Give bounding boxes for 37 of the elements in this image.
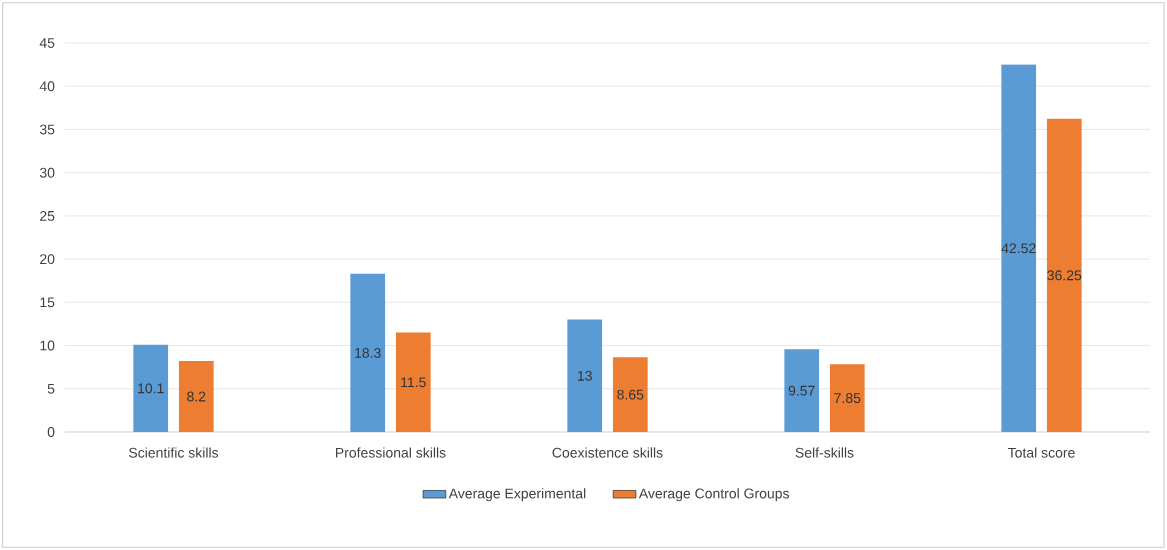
y-tick-label: 5: [47, 383, 55, 394]
data-label: 18.3: [355, 347, 381, 358]
bar: [784, 349, 820, 432]
x-tick-label: Professional skills: [336, 447, 446, 458]
bar: [567, 319, 603, 432]
data-label: 10.1: [138, 383, 164, 394]
x-tick-label: Total score: [1007, 447, 1075, 458]
bar: [133, 344, 169, 432]
y-tick-label: 40: [39, 81, 55, 92]
data-label: 36.25: [1047, 270, 1082, 281]
bar: [612, 357, 648, 432]
data-label: 9.57: [788, 385, 815, 396]
data-label: 11.5: [401, 377, 426, 388]
y-tick-label: 25: [40, 210, 55, 221]
bar: [1001, 64, 1037, 432]
y-tick-label: 10: [40, 340, 55, 351]
x-tick-label: Self-skills: [795, 447, 854, 458]
bar: [350, 273, 386, 432]
legend-label: Average Experimental: [448, 488, 586, 502]
x-tick-label: Coexistence skills: [552, 447, 663, 458]
y-tick-label: 20: [40, 254, 55, 265]
y-tick-label: 45: [39, 38, 55, 48]
bar: [395, 332, 431, 432]
data-label: 7.85: [834, 393, 861, 404]
y-tick-label: 30: [39, 167, 55, 178]
data-label: 8.2: [187, 391, 206, 402]
bar: [829, 364, 865, 432]
bar: [178, 361, 214, 432]
y-tick-label: 15: [40, 297, 55, 308]
data-label: 8.65: [617, 389, 644, 400]
data-label: 13: [578, 370, 592, 381]
bar: [1046, 118, 1082, 432]
y-tick-label: 0: [47, 427, 55, 437]
y-tick-label: 35: [39, 124, 55, 135]
data-label: 42.52: [1001, 243, 1036, 254]
x-tick-label: Scientific skills: [129, 447, 219, 458]
legend-label: Average Control Groups: [638, 488, 790, 502]
